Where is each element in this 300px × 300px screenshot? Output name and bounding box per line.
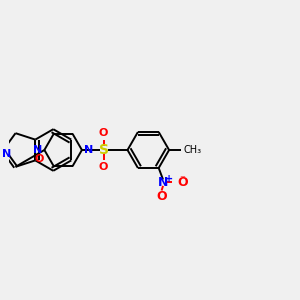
Text: N: N — [158, 176, 168, 189]
Text: N: N — [33, 145, 42, 155]
Text: O: O — [99, 128, 108, 138]
Text: S: S — [99, 143, 109, 157]
Text: O: O — [34, 154, 44, 164]
Text: N: N — [84, 145, 94, 155]
Text: ⁻: ⁻ — [179, 175, 185, 184]
Text: O: O — [178, 176, 188, 189]
Text: CH₃: CH₃ — [184, 145, 202, 155]
Text: N: N — [2, 149, 11, 159]
Text: +: + — [165, 174, 173, 184]
Text: O: O — [156, 190, 167, 203]
Text: O: O — [99, 162, 108, 172]
